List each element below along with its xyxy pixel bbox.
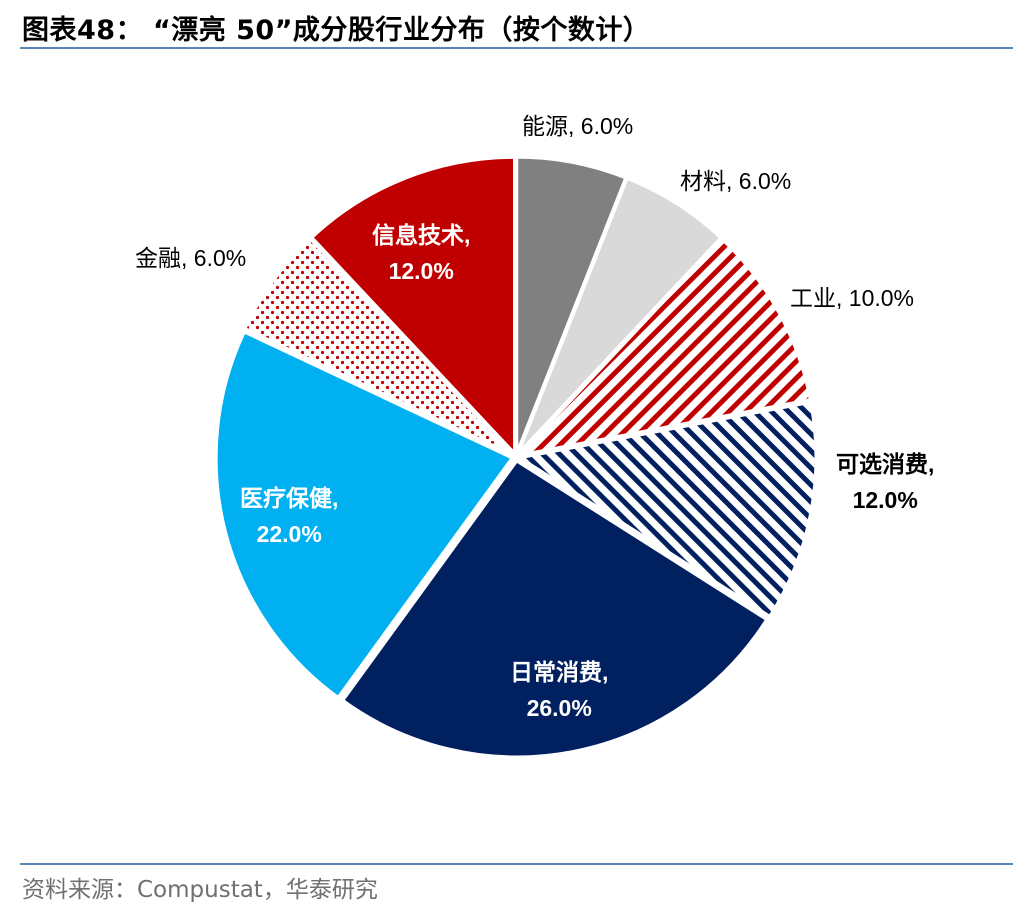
pie-slice-financials	[242, 236, 514, 457]
label-consumer-staples: 日常消费, 26.0%	[510, 654, 608, 726]
label-line1: 日常消费,	[510, 659, 609, 685]
label-energy: 能源, 6.0%	[522, 113, 634, 139]
label-health-care: 医疗保健, 22.0%	[240, 480, 338, 552]
label-line2: 12.0%	[852, 487, 918, 513]
label-materials: 材料, 6.0%	[680, 168, 792, 194]
label-line1: 可选消费,	[836, 451, 935, 477]
pie-slice-information-technology	[309, 155, 517, 458]
source-note: 资料来源：Compustat，华泰研究	[22, 877, 378, 903]
label-financials: 金融, 6.0%	[135, 245, 247, 271]
pie-slice-industrials	[515, 237, 813, 458]
pie-slice-energy	[515, 155, 628, 454]
label-line1: 信息技术,	[372, 222, 471, 248]
label-line2: 26.0%	[526, 695, 592, 721]
pie-slice-health-care	[214, 329, 515, 700]
pie-slice-consumer-discretionary	[515, 400, 818, 619]
label-information-technology: 信息技术, 12.0%	[372, 217, 470, 289]
pie-slice-consumer-staples	[340, 458, 769, 759]
label-line2: 22.0%	[256, 521, 322, 547]
pie-slice-materials	[516, 176, 723, 455]
title-rule	[20, 47, 1013, 49]
label-line2: 12.0%	[388, 258, 454, 284]
label-line1: 医疗保健,	[240, 485, 339, 511]
footer-rule	[20, 863, 1013, 865]
chart-title: 图表48： “漂亮 50”成分股行业分布（按个数计）	[22, 15, 651, 46]
label-industrials: 工业, 10.0%	[790, 285, 914, 311]
pie-slices	[214, 155, 818, 759]
label-consumer-discretionary: 可选消费, 12.0%	[836, 446, 934, 518]
